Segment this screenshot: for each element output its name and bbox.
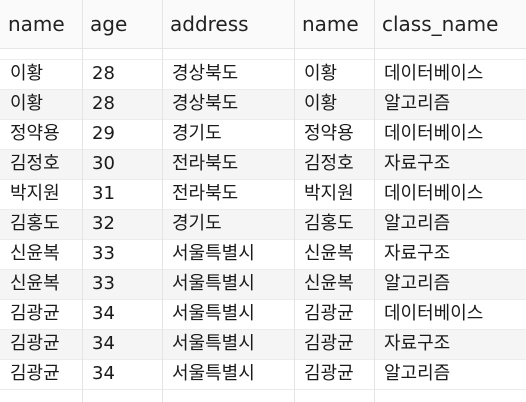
table-cell[interactable]: 김광균 — [10, 303, 60, 324]
row-separator — [0, 299, 526, 300]
table-cell[interactable]: 신윤복 — [10, 273, 60, 294]
table-cell[interactable]: 경상북도 — [172, 93, 239, 114]
table-cell[interactable]: 28 — [92, 63, 115, 84]
table-cell[interactable]: 서울특별시 — [172, 363, 255, 384]
table-cell[interactable]: 신윤복 — [10, 243, 60, 264]
column-divider — [162, 0, 163, 402]
row-separator — [0, 359, 526, 360]
row-separator — [0, 269, 526, 270]
column-header-row: name age address name class_name — [0, 0, 526, 49]
table-cell[interactable]: 알고리즘 — [384, 213, 451, 234]
table-cell[interactable]: 정약용 — [304, 123, 354, 144]
row-separator — [0, 209, 526, 210]
table-cell[interactable]: 경기도 — [172, 213, 222, 234]
table-cell[interactable]: 34 — [92, 333, 115, 354]
table-cell[interactable]: 이황 — [304, 93, 338, 114]
column-header-name[interactable]: name — [8, 12, 65, 36]
table-cell[interactable]: 33 — [92, 273, 115, 294]
row-separator — [0, 149, 526, 150]
table-cell[interactable]: 정약용 — [10, 123, 60, 144]
row-separator — [0, 389, 526, 390]
table-cell[interactable]: 김광균 — [10, 333, 60, 354]
table-row[interactable]: 김광균 34 서울특별시 김광균 자료구조 — [0, 329, 526, 359]
table-cell[interactable]: 30 — [92, 153, 115, 174]
column-divider — [294, 0, 295, 402]
table-row[interactable]: 김광균 34 서울특별시 김광균 알고리즘 — [0, 359, 526, 389]
table-cell[interactable]: 김광균 — [304, 303, 354, 324]
table-cell[interactable]: 데이터베이스 — [384, 303, 484, 324]
table-cell[interactable]: 31 — [92, 183, 115, 204]
table-cell[interactable]: 전라북도 — [172, 183, 239, 204]
table-cell[interactable]: 전라북도 — [172, 153, 239, 174]
table-cell[interactable]: 서울특별시 — [172, 273, 255, 294]
row-separator — [0, 89, 526, 90]
table-row[interactable]: 김홍도 32 경기도 김홍도 알고리즘 — [0, 209, 526, 239]
table-cell[interactable]: 데이터베이스 — [384, 63, 484, 84]
table-cell[interactable]: 신윤복 — [304, 273, 354, 294]
row-separator — [0, 59, 526, 60]
column-divider — [374, 0, 375, 402]
table-row[interactable]: 정약용 29 경기도 정약용 데이터베이스 — [0, 119, 526, 149]
table-cell[interactable]: 34 — [92, 303, 115, 324]
table-cell[interactable]: 자료구조 — [384, 333, 451, 354]
row-separator — [0, 119, 526, 120]
table-cell[interactable]: 박지원 — [304, 183, 354, 204]
table-cell[interactable]: 알고리즘 — [384, 93, 451, 114]
table-cell[interactable]: 경기도 — [172, 123, 222, 144]
row-separator — [0, 329, 526, 330]
table-cell[interactable]: 데이터베이스 — [384, 183, 484, 204]
table-cell[interactable]: 자료구조 — [384, 153, 451, 174]
table-cell[interactable]: 김정호 — [10, 153, 60, 174]
table-cell[interactable]: 34 — [92, 363, 115, 384]
table-cell[interactable]: 김광균 — [10, 363, 60, 384]
table-cell[interactable]: 박지원 — [10, 183, 60, 204]
table-row[interactable]: 신윤복 33 서울특별시 신윤복 자료구조 — [0, 239, 526, 269]
table-cell[interactable]: 경상북도 — [172, 63, 239, 84]
table-row[interactable]: 김정호 30 전라북도 김정호 자료구조 — [0, 149, 526, 179]
row-separator — [0, 179, 526, 180]
table-cell[interactable]: 서울특별시 — [172, 333, 255, 354]
column-divider — [82, 0, 83, 402]
table-row[interactable]: 신윤복 33 서울특별시 신윤복 알고리즘 — [0, 269, 526, 299]
table-row[interactable]: 박지원 31 전라북도 박지원 데이터베이스 — [0, 179, 526, 209]
table-cell[interactable]: 서울특별시 — [172, 243, 255, 264]
table-cell[interactable]: 이황 — [10, 93, 44, 114]
table-cell[interactable]: 신윤복 — [304, 243, 354, 264]
table-cell[interactable]: 29 — [92, 123, 115, 144]
table-cell[interactable]: 32 — [92, 213, 115, 234]
table-row[interactable]: 김광균 34 서울특별시 김광균 데이터베이스 — [0, 299, 526, 329]
table-cell[interactable]: 이황 — [304, 63, 338, 84]
table-cell[interactable]: 김홍도 — [10, 213, 60, 234]
table-cell[interactable]: 이황 — [10, 63, 44, 84]
table-cell[interactable]: 데이터베이스 — [384, 123, 484, 144]
table-cell[interactable]: 33 — [92, 243, 115, 264]
table-cell[interactable]: 김광균 — [304, 363, 354, 384]
table-cell[interactable]: 김정호 — [304, 153, 354, 174]
column-header-name-2[interactable]: name — [302, 12, 359, 36]
column-header-class-name[interactable]: class_name — [382, 12, 499, 36]
table-cell[interactable]: 김광균 — [304, 333, 354, 354]
table-cell[interactable]: 알고리즘 — [384, 273, 451, 294]
column-header-age[interactable]: age — [90, 12, 128, 36]
column-header-address[interactable]: address — [170, 12, 249, 36]
table-cell[interactable]: 알고리즘 — [384, 363, 451, 384]
table-cell[interactable]: 자료구조 — [384, 243, 451, 264]
row-separator — [0, 239, 526, 240]
table-cell[interactable]: 28 — [92, 93, 115, 114]
table-cell[interactable]: 서울특별시 — [172, 303, 255, 324]
table-cell[interactable]: 김홍도 — [304, 213, 354, 234]
table-row[interactable]: 이황 28 경상북도 이황 알고리즘 — [0, 89, 526, 119]
table-row[interactable]: 이황 28 경상북도 이황 데이터베이스 — [0, 59, 526, 89]
